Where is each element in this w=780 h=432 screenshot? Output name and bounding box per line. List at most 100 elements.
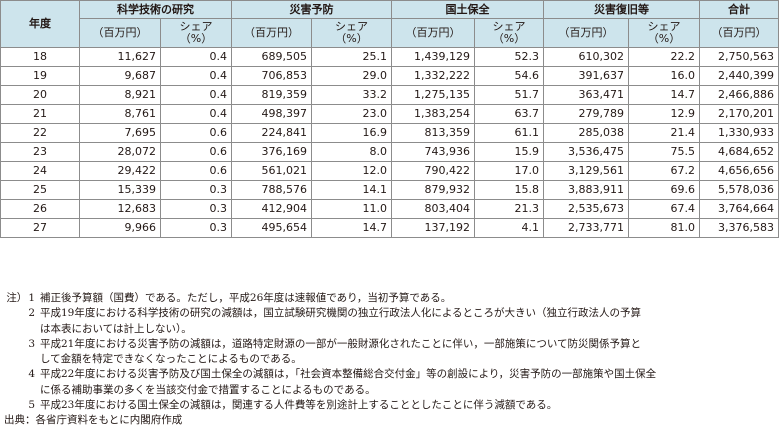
cell-total-amount: 4,656,656 — [699, 161, 779, 181]
cell-land-share: 54.6 — [474, 66, 544, 86]
cell-recovery-share: 69.6 — [628, 180, 700, 200]
cell-prevention-amount: 376,169 — [231, 142, 312, 162]
cell-recovery-amount: 3,883,911 — [543, 180, 629, 200]
cell-total-amount: 2,750,563 — [699, 47, 779, 67]
cell-science-share: 0.3 — [160, 199, 232, 219]
note-text: して金額を特定できなくなったことによるものである。 — [40, 353, 302, 366]
share-header-line1: シェア — [647, 20, 681, 33]
table-row: 20 8,921 0.4 819,359 33.2 1,275,135 51.7… — [0, 85, 779, 105]
cell-recovery-amount: 391,637 — [543, 66, 629, 86]
cell-science-share: 0.4 — [160, 85, 232, 105]
cell-recovery-amount: 3,536,475 — [543, 142, 629, 162]
cell-land-share: 51.7 — [474, 85, 544, 105]
cell-prevention-share: 29.0 — [311, 66, 392, 86]
group-header-land-conservation: 国土保全 — [391, 0, 544, 19]
cell-science-amount: 8,921 — [79, 85, 161, 105]
cell-science-share: 0.4 — [160, 66, 232, 86]
cell-total-amount: 3,376,583 — [699, 218, 779, 238]
note-text: 平成23年度における国土保全の減額は，関連する人件費等を別途計上することとしたこ… — [40, 399, 558, 412]
cell-prevention-amount: 706,853 — [231, 66, 312, 86]
cell-science-amount: 28,072 — [79, 142, 161, 162]
cell-land-share: 15.9 — [474, 142, 544, 162]
cell-science-share: 0.4 — [160, 104, 232, 124]
share-header-line1: シェア — [335, 20, 368, 33]
cell-prevention-amount: 224,841 — [231, 123, 312, 143]
cell-recovery-share: 67.2 — [628, 161, 700, 181]
cell-land-amount: 790,422 — [391, 161, 475, 181]
share-header: シェア （%） — [628, 18, 700, 48]
share-header: シェア （%） — [311, 18, 392, 48]
cell-science-share: 0.4 — [160, 47, 232, 67]
cell-prevention-amount: 498,397 — [231, 104, 312, 124]
note-text: は本表においては計上しない）。 — [40, 322, 192, 335]
budget-table: 年度 科学技術の研究 災害予防 国土保全 災害復旧等 合計 （百万円） シェア（… — [0, 0, 779, 238]
note-text: 平成21年度における災害予防の減額は，道路特定財源の一部が一般財源化されたことに… — [40, 337, 642, 350]
cell-prevention-amount: 495,654 — [231, 218, 312, 238]
table-row: 19 9,687 0.4 706,853 29.0 1,332,222 54.6… — [0, 66, 779, 86]
note-text: に係る補助事業の多くを当該交付金で措置することによるものである。 — [40, 383, 376, 396]
cell-recovery-amount: 2,733,771 — [543, 218, 629, 238]
cell-land-amount: 1,383,254 — [391, 104, 475, 124]
note-item: 5 平成23年度における国土保全の減額は，関連する人件費等を別途計上することとし… — [4, 398, 776, 413]
group-header-total: 合計 — [699, 0, 779, 19]
unit-header: （百万円） — [391, 18, 475, 48]
note-number: 5 — [28, 399, 35, 412]
table-row: 24 29,422 0.6 561,021 12.0 790,422 17.0 … — [0, 161, 779, 181]
table-row: 21 8,761 0.4 498,397 23.0 1,383,254 63.7… — [0, 104, 779, 124]
cell-recovery-share: 67.4 — [628, 199, 700, 219]
note-item: 3 平成21年度における災害予防の減額は，道路特定財源の一部が一般財源化されたこ… — [4, 337, 776, 368]
cell-land-share: 63.7 — [474, 104, 544, 124]
notes: 注）1 補正後予算額（国費）である。ただし，平成26年度は速報値であり，当初予算… — [4, 291, 776, 429]
note-item: 4 平成22年度における災害予防及び国土保全の減額は，「社会資本整備総合交付金」… — [4, 367, 776, 398]
cell-prevention-amount: 689,505 — [231, 47, 312, 67]
year-cell: 21 — [0, 104, 80, 124]
cell-land-amount: 803,404 — [391, 199, 475, 219]
cell-land-share: 52.3 — [474, 47, 544, 67]
year-cell: 19 — [0, 66, 80, 86]
group-header-prevention: 災害予防 — [231, 0, 392, 19]
cell-recovery-amount: 2,535,673 — [543, 199, 629, 219]
table-header: 年度 科学技術の研究 災害予防 国土保全 災害復旧等 合計 （百万円） シェア（… — [0, 0, 779, 48]
note-number: 3 — [28, 337, 35, 350]
cell-prevention-amount: 819,359 — [231, 85, 312, 105]
cell-science-amount: 8,761 — [79, 104, 161, 124]
cell-land-amount: 1,275,135 — [391, 85, 475, 105]
cell-total-amount: 1,330,933 — [699, 123, 779, 143]
table-row: 25 15,339 0.3 788,576 14.1 879,932 15.8 … — [0, 180, 779, 200]
cell-recovery-share: 75.5 — [628, 142, 700, 162]
table-row: 22 7,695 0.6 224,841 16.9 813,359 61.1 2… — [0, 123, 779, 143]
cell-total-amount: 3,764,664 — [699, 199, 779, 219]
cell-total-amount: 2,466,886 — [699, 85, 779, 105]
cell-land-amount: 743,936 — [391, 142, 475, 162]
cell-recovery-share: 14.7 — [628, 85, 700, 105]
cell-science-amount: 11,627 — [79, 47, 161, 67]
cell-science-amount: 15,339 — [79, 180, 161, 200]
cell-science-amount: 29,422 — [79, 161, 161, 181]
table-row: 18 11,627 0.4 689,505 25.1 1,439,129 52.… — [0, 47, 779, 67]
cell-science-share: 0.6 — [160, 161, 232, 181]
share-header-line2: （%） — [179, 32, 213, 45]
cell-science-share: 0.6 — [160, 123, 232, 143]
cell-recovery-amount: 285,038 — [543, 123, 629, 143]
table-row: 26 12,683 0.3 412,904 11.0 803,404 21.3 … — [0, 199, 779, 219]
cell-science-amount: 9,966 — [79, 218, 161, 238]
cell-total-amount: 5,578,036 — [699, 180, 779, 200]
note-number: 2 — [28, 307, 35, 320]
note-item: 2 平成19年度における科学技術の研究の減額は，国立試験研究機関の独立行政法人化… — [4, 306, 776, 337]
cell-total-amount: 2,170,201 — [699, 104, 779, 124]
cell-recovery-amount: 279,789 — [543, 104, 629, 124]
share-header-line2: （%） — [647, 32, 681, 45]
year-cell: 25 — [0, 180, 80, 200]
year-cell: 20 — [0, 85, 80, 105]
cell-science-amount: 12,683 — [79, 199, 161, 219]
cell-land-amount: 879,932 — [391, 180, 475, 200]
note-text: 平成22年度における災害予防及び国土保全の減額は，「社会資本整備総合交付金」等の… — [40, 368, 657, 381]
cell-science-amount: 9,687 — [79, 66, 161, 86]
cell-land-amount: 137,192 — [391, 218, 475, 238]
cell-prevention-share: 8.0 — [311, 142, 392, 162]
table-row: 23 28,072 0.6 376,169 8.0 743,936 15.9 3… — [0, 142, 779, 162]
cell-land-amount: 1,332,222 — [391, 66, 475, 86]
cell-land-amount: 813,359 — [391, 123, 475, 143]
cell-total-amount: 2,440,399 — [699, 66, 779, 86]
cell-prevention-share: 14.1 — [311, 180, 392, 200]
